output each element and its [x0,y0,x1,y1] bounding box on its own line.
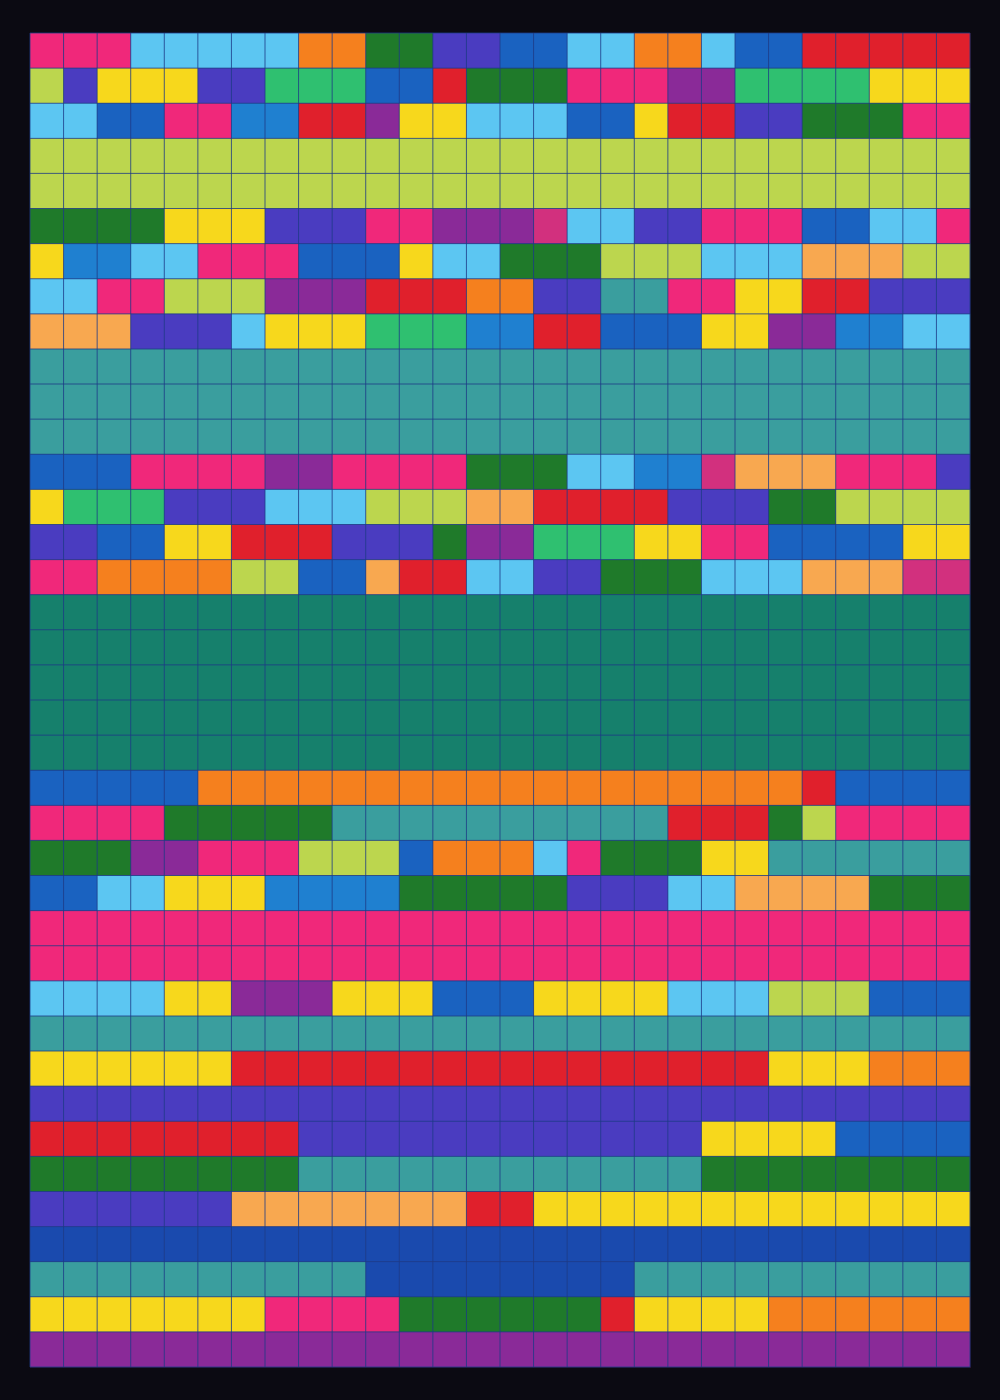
color-block [130,33,300,69]
color-block [231,524,333,561]
color-block [667,805,770,841]
color-block [768,805,803,841]
color-block [298,243,400,280]
color-block [365,278,467,315]
grid-lines [29,32,971,1368]
color-block [735,454,837,490]
color-block [701,208,803,245]
color-block [432,840,535,877]
color-block [802,559,904,596]
color-block [332,980,434,1017]
color-block [869,68,971,104]
color-block [265,278,367,315]
color-block [802,770,837,806]
color-block [701,454,736,490]
color-block [466,68,568,104]
color-block [399,243,434,280]
color-block [701,33,736,69]
color-block [768,1051,870,1087]
color-block [600,559,702,596]
color-block [500,243,602,280]
color-block [567,68,669,104]
color-block [600,243,702,280]
color-block [936,454,971,490]
color-block [600,313,702,350]
color-block [835,454,937,490]
color-block [432,208,535,245]
color-block [399,840,434,877]
color-block [231,980,333,1017]
color-block [466,103,568,139]
color-block [869,980,971,1017]
color-block [701,243,803,280]
color-block [768,980,870,1017]
color-block [533,1191,971,1228]
color-block [667,980,770,1017]
color-block [600,840,702,877]
color-block [30,770,199,806]
color-block [30,1296,266,1333]
color-block [365,489,467,525]
color-block [30,489,65,525]
color-block [30,243,65,280]
color-block [365,559,400,596]
color-block [164,489,266,525]
color-block [197,840,300,877]
color-block [164,805,333,841]
color-block [701,559,803,596]
color-block [365,103,400,139]
color-block [802,805,837,841]
color-block [197,243,300,280]
color-block [600,1296,635,1333]
color-block [265,313,367,350]
color-block [667,489,770,525]
color-block [30,68,65,104]
color-block [533,524,635,561]
color-block [30,313,132,350]
color-block [231,1191,467,1228]
color-block [567,840,602,877]
color-block [869,1051,971,1087]
color-block [30,840,132,877]
color-block [533,840,568,877]
color-block [869,875,971,912]
color-block [399,875,568,912]
color-block [130,313,232,350]
color-block [63,489,165,525]
color-block [164,875,266,912]
color-block [432,980,535,1017]
color-block [164,208,266,245]
color-block [231,313,266,350]
color-block [802,33,971,69]
color-block [332,524,434,561]
color-block [634,103,669,139]
color-block [869,278,971,315]
color-block [802,103,904,139]
color-block [298,840,400,877]
color-block [936,208,971,245]
color-block [63,68,98,104]
color-block [365,313,467,350]
color-block [466,454,568,490]
color-block [164,278,266,315]
color-block [533,208,568,245]
color-block [30,33,132,69]
color-block [30,454,132,490]
color-block [567,875,669,912]
color-block [802,243,904,280]
color-block [432,68,467,104]
color-block [265,208,367,245]
color-block [265,68,367,104]
color-block [265,489,367,525]
color-block [432,524,467,561]
color-block [97,68,199,104]
